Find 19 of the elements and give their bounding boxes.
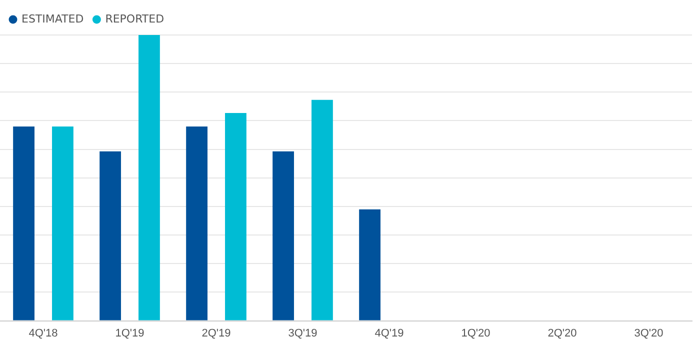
bar	[138, 35, 160, 320]
bar	[52, 126, 74, 320]
legend-label: REPORTED	[105, 12, 164, 26]
x-tick-label: 1Q'19	[115, 327, 144, 340]
x-tick-label: 1Q'20	[461, 327, 490, 340]
bar	[186, 126, 208, 320]
bar	[13, 126, 34, 320]
bar	[100, 151, 121, 320]
x-tick-label: 4Q'18	[28, 327, 58, 340]
bar	[225, 113, 246, 320]
x-tick-label: 2Q'19	[202, 327, 231, 340]
x-tick-label: 2Q'20	[548, 327, 577, 340]
bar	[359, 209, 380, 320]
x-tick-label: 4Q'19	[374, 327, 404, 340]
bar	[272, 151, 294, 320]
legend-label: ESTIMATED	[22, 12, 84, 26]
bar	[312, 100, 333, 320]
x-tick-label: 3Q'19	[288, 327, 318, 340]
x-tick-label: 3Q'20	[634, 327, 664, 340]
